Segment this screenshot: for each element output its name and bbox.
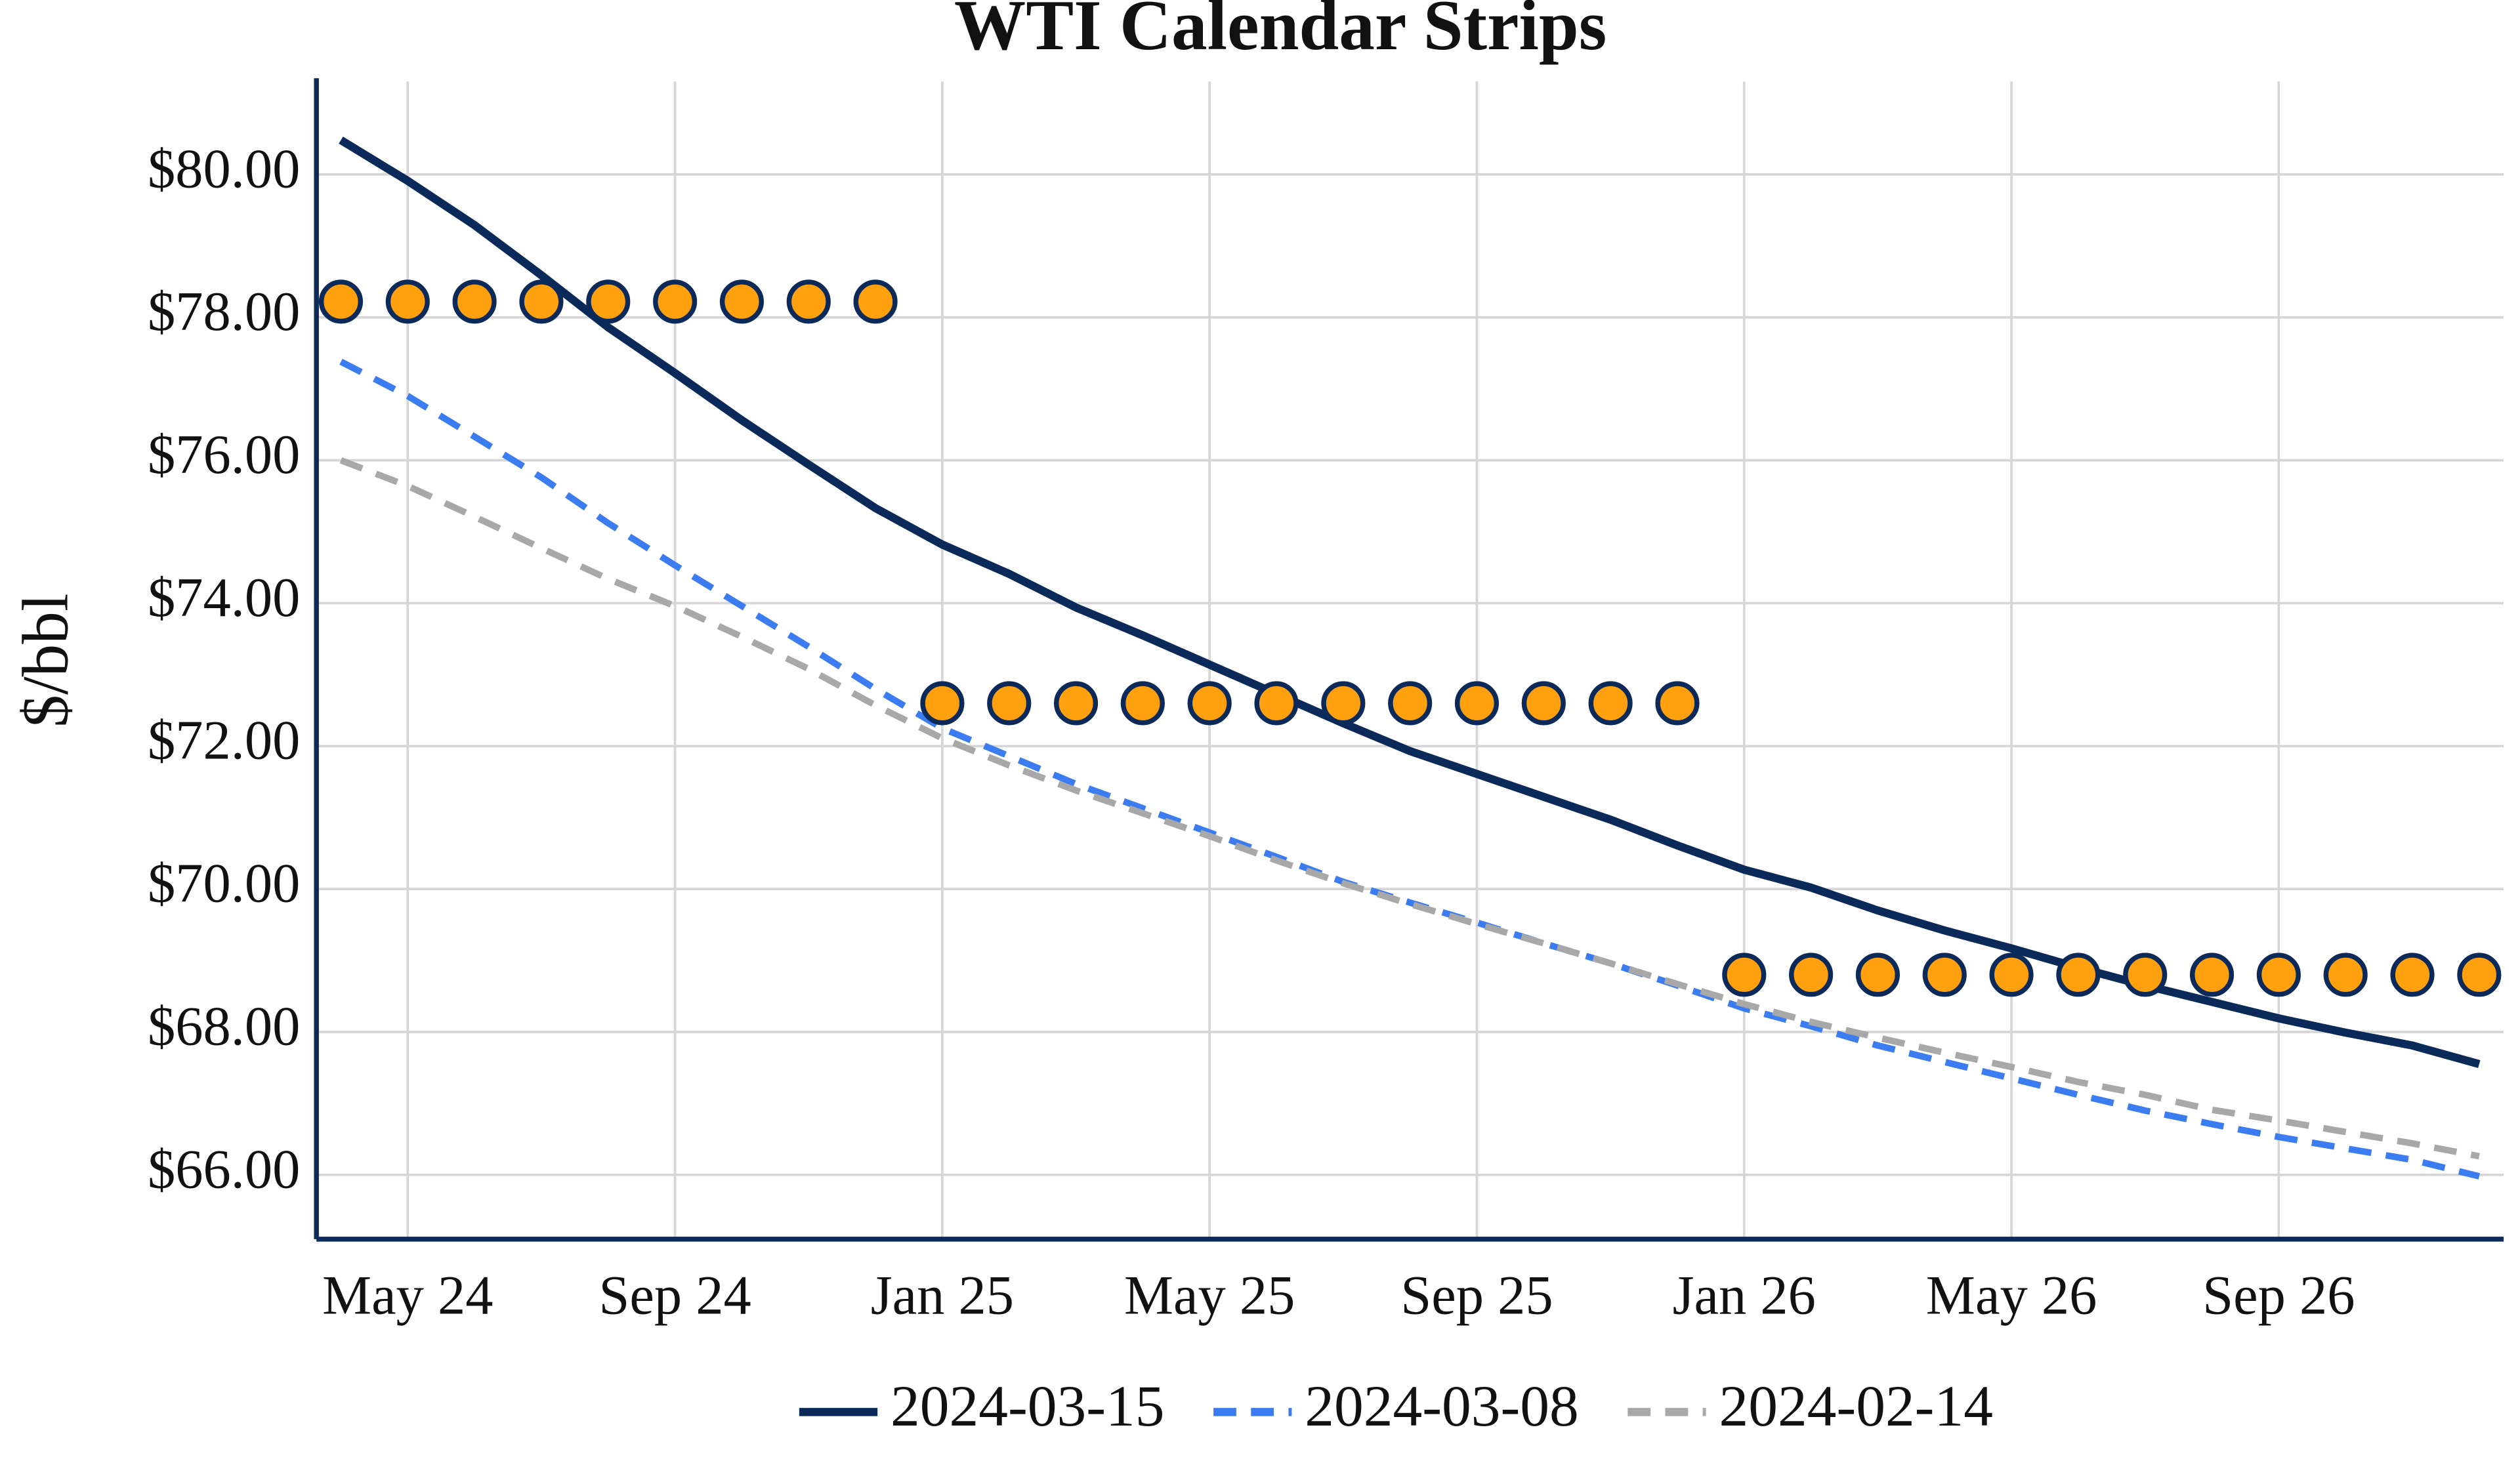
strip-marker — [1789, 953, 1834, 997]
strip-marker — [2457, 953, 2502, 997]
strip-marker — [1521, 681, 1566, 726]
chart-title: WTI Calendar Strips — [954, 0, 1606, 65]
strip-marker — [2256, 953, 2301, 997]
legend-label: 2024-03-15 — [891, 1374, 1164, 1439]
y-tick-label: $74.00 — [148, 567, 300, 628]
strip-marker — [987, 681, 1032, 726]
x-tick-label: Jan 25 — [871, 1265, 1014, 1326]
legend: 2024-03-15 2024-03-08 2024-02-14 — [799, 1374, 1993, 1439]
x-tick-label: May 25 — [1124, 1265, 1295, 1326]
x-tick-label: Sep 25 — [1400, 1265, 1553, 1326]
series-line — [339, 358, 2481, 1180]
legend-label: 2024-02-14 — [1719, 1374, 1992, 1439]
strip-marker — [1588, 681, 1633, 726]
strip-marker — [2123, 953, 2168, 997]
strip-marker — [2323, 953, 2368, 997]
strip-marker — [2189, 953, 2235, 997]
strip-marker — [1120, 681, 1165, 726]
strip-marker — [786, 279, 831, 324]
strip-marker — [318, 279, 364, 324]
x-tick-label: Sep 24 — [598, 1265, 751, 1326]
strip-marker — [1922, 953, 1967, 997]
y-tick-label: $70.00 — [148, 853, 300, 915]
strip-marker — [1855, 953, 1900, 997]
strip-marker — [452, 279, 497, 324]
y-tick-label: $66.00 — [148, 1139, 300, 1200]
strip-marker — [1321, 681, 1366, 726]
series-line — [339, 136, 2481, 1069]
y-tick-label: $68.00 — [148, 996, 300, 1057]
x-tick-label: May 26 — [1926, 1265, 2097, 1326]
strip-marker — [1989, 953, 2034, 997]
series-line — [339, 457, 2480, 1160]
strip-marker — [1254, 681, 1299, 726]
y-axis-label: $/bbl — [9, 593, 81, 727]
strip-marker — [1722, 953, 1767, 997]
y-tick-label: $72.00 — [148, 710, 300, 771]
x-tick-label: Sep 26 — [2202, 1265, 2355, 1326]
legend-label: 2024-03-08 — [1305, 1374, 1578, 1439]
x-tick-label: May 24 — [322, 1265, 494, 1326]
strip-marker — [1655, 681, 1700, 726]
x-tick-label: Jan 26 — [1673, 1265, 1816, 1326]
y-tick-label: $76.00 — [148, 424, 300, 485]
strip-marker — [519, 279, 564, 324]
y-tick-label: $78.00 — [148, 281, 300, 342]
strip-marker — [2056, 953, 2101, 997]
strip-marker — [586, 279, 631, 324]
strip-marker — [853, 279, 898, 324]
strip-marker — [2390, 953, 2435, 997]
y-tick-label: $80.00 — [148, 138, 300, 199]
strip-marker — [1187, 681, 1232, 726]
strip-marker — [1454, 681, 1500, 726]
strip-marker — [1053, 681, 1099, 726]
strip-marker — [385, 279, 430, 324]
strip-marker — [653, 279, 698, 324]
strip-marker — [920, 681, 965, 726]
strip-marker — [1388, 681, 1433, 726]
strip-marker — [719, 279, 764, 324]
